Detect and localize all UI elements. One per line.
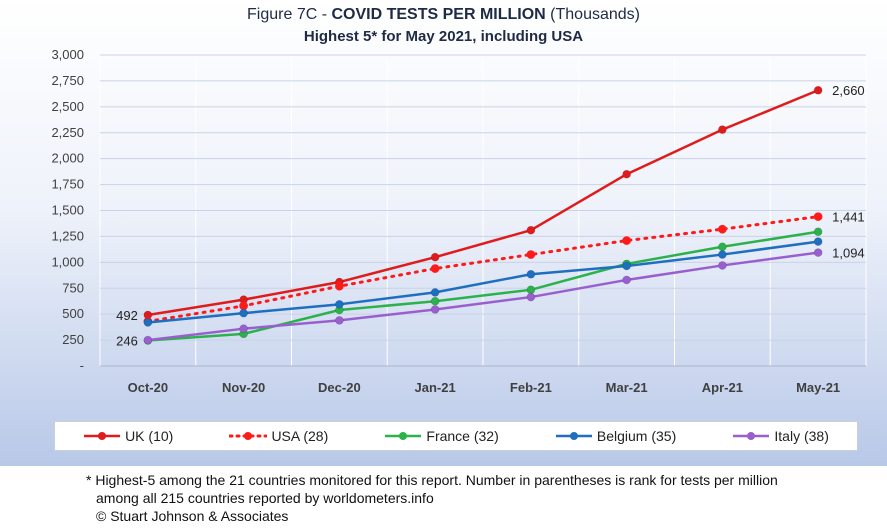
y-tick-label: 2,500 [51,99,84,114]
data-point [335,281,344,291]
legend-item: USA (28) [229,428,328,444]
x-tick-label: Dec-20 [318,380,361,395]
y-tick-label: 1,000 [51,254,84,269]
series-line [147,240,819,324]
title-suffix: (Thousands) [545,6,640,23]
legend-item: Italy (38) [732,428,829,444]
x-tick-label: Oct-20 [128,380,168,395]
data-point [718,261,727,270]
legend-item: Belgium (35) [555,428,676,444]
chart-area: Figure 7C - COVID TESTS PER MILLION (Tho… [0,0,887,466]
data-point [622,169,631,179]
legend-swatch [84,432,121,440]
data-point [335,300,344,309]
data-point [718,242,727,252]
y-tick-label: 750 [62,280,84,295]
y-tick-label: 500 [62,306,84,321]
data-point [813,237,823,246]
data-point [430,305,440,314]
x-tick-label: Feb-21 [510,380,552,395]
y-tick-label: - [80,358,84,373]
data-point [430,288,440,297]
series-line [147,230,819,342]
data-point [526,250,536,259]
series-group [143,85,823,345]
legend: UK (10) USA (28) France (32) Belgium (35) It… [54,421,858,451]
data-label: 246 [116,333,138,348]
data-point [718,125,727,134]
footnote: * Highest-5 among the 21 countries monit… [86,471,876,525]
data-point [430,252,440,262]
legend-label: UK (10) [125,428,174,444]
data-point [143,335,153,345]
series-line [147,89,819,317]
data-point [813,85,823,95]
data-point [526,285,536,295]
data-label: 1,441 [832,210,865,225]
x-axis: Oct-20 Nov-20 Dec-20 Jan-21 Feb-21 Mar-21 Apr-… [128,380,841,395]
y-tick-label: 1,250 [51,228,84,243]
data-point [813,212,823,221]
legend-swatch [385,432,422,440]
y-tick-label: 1,750 [51,177,84,192]
data-point [430,296,440,306]
x-tick-label: Apr-21 [702,380,743,395]
y-tick-label: 2,750 [51,73,84,88]
data-point [622,261,631,271]
data-point [718,250,727,259]
chart-title: Figure 7C - COVID TESTS PER MILLION (Tho… [0,6,887,24]
data-point [239,308,248,318]
y-tick-label: 1,500 [51,203,84,218]
chart-subtitle: Highest 5* for May 2021, including USA [303,28,584,45]
series-line [146,215,820,323]
data-point [430,264,440,273]
legend-label: Belgium (35) [596,428,677,444]
data-labels: 492 246 2,660 1,441 1,094 [116,83,865,348]
x-tick-label: May-21 [796,380,840,395]
legend-item: France (32) [384,428,499,444]
legend-swatch [555,432,592,440]
data-point [526,225,536,235]
y-axis: - 250 500 750 1,000 1,250 1,500 1,750 2,000 2,250… [51,47,84,373]
data-point [239,324,248,333]
legend-swatch [229,432,268,440]
footnote-copyright: © Stuart Johnson & Associates [96,508,289,524]
footnote-line-2: among all 215 countries reported by worl… [96,490,434,506]
data-point [622,236,631,245]
data-point [335,316,344,325]
x-tick-label: Jan-21 [415,380,456,395]
data-point [622,275,631,285]
legend-label: France (32) [426,428,499,444]
data-label: 1,094 [832,246,865,261]
y-tick-label: 2,250 [51,125,84,140]
x-tick-label: Mar-21 [606,380,648,395]
title-prefix: Figure 7C - [247,6,332,23]
data-point [813,248,823,257]
data-point [143,318,153,327]
legend-swatch [733,432,770,440]
y-tick-label: 2,000 [51,151,84,166]
legend-item: UK (10) [83,428,173,444]
footnote-line-1: * Highest-5 among the 21 countries monit… [86,472,778,488]
series-line [147,251,819,342]
data-point [239,301,248,311]
data-point [526,292,536,302]
title-main: COVID TESTS PER MILLION [331,6,546,23]
data-label: 492 [116,308,138,323]
data-label: 2,660 [832,83,865,98]
y-tick-label: 250 [62,332,84,347]
y-tick-label: 3,000 [51,47,84,62]
legend-label: USA (28) [271,428,329,444]
data-point [526,269,536,279]
data-point [718,224,727,234]
legend-label: Italy (38) [774,428,829,444]
line-chart: - 250 500 750 1,000 1,250 1,500 1,750 2,000 2,250… [51,47,867,395]
data-point [813,227,823,237]
gridlines [99,54,867,367]
x-tick-label: Nov-20 [222,380,265,395]
